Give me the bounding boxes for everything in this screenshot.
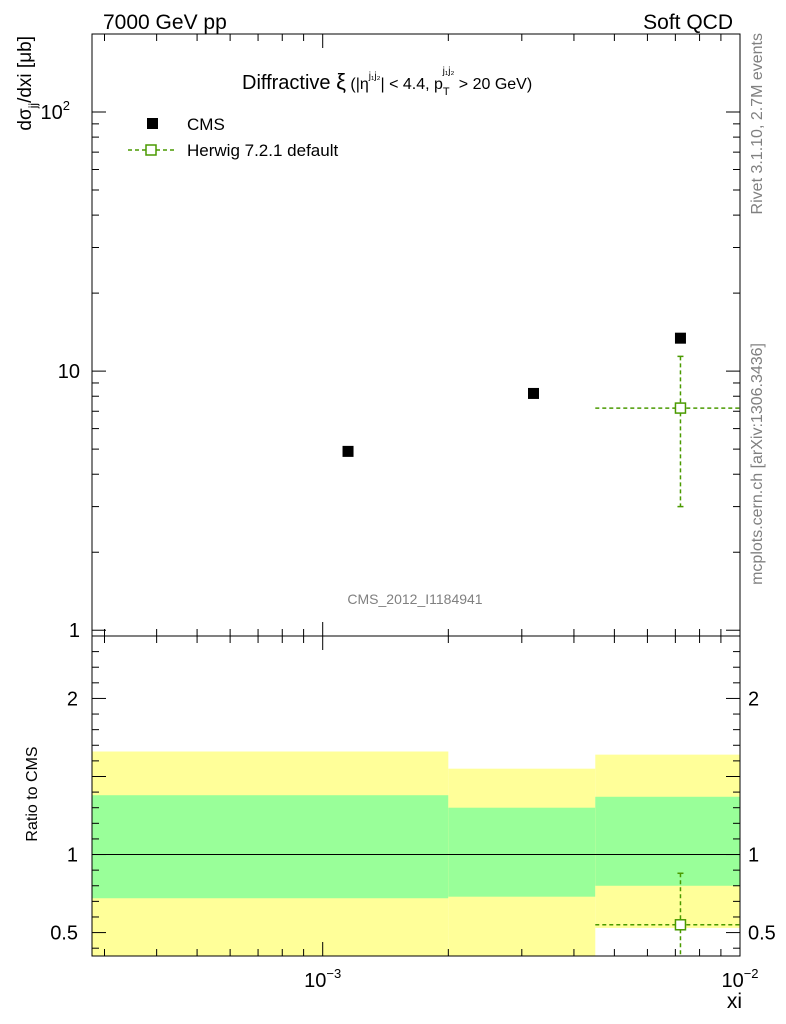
herwig-ratio-point [674, 919, 687, 931]
ratio-band-inner [448, 807, 596, 897]
rivet-version-label: Rivet 3.1.10, 2.7M events [749, 33, 766, 214]
ratio-band-inner [595, 796, 740, 886]
ratio-plot-frame [91, 635, 741, 957]
main-y-tick-label: 1 [69, 620, 80, 642]
ylabel-main: dσ [15, 108, 36, 131]
main-ticks: 1 10 102 [41, 33, 741, 642]
plot-title: Diffractive ξ (|ηj₁j₂| < 4.4, pTj₁j₂ > 2… [242, 66, 532, 98]
legend-herwig-label: Herwig 7.2.1 default [187, 141, 338, 160]
title-cut1: (|η [346, 76, 369, 93]
ratio-y-axis-label: Ratio to CMS [24, 746, 41, 841]
ratio-y-tick-label-right: 2 [748, 688, 759, 710]
ratio-y-tick-label: 2 [67, 688, 78, 710]
main-y-tick-label: 102 [41, 98, 70, 124]
ratio-y-tick-label: 1 [67, 845, 78, 867]
herwig-main-point [674, 402, 687, 414]
ratio-points [595, 872, 740, 956]
ylabel-rest: /dxi [μb] [15, 36, 36, 103]
title-main: Diffractive [242, 72, 336, 94]
title-cut3: > 20 GeV) [454, 76, 532, 93]
header-beam-label: 7000 GeV pp [103, 11, 227, 34]
header-process-label: Soft QCD [643, 11, 733, 34]
title-sup2: j₁j₂ [442, 66, 455, 77]
title-sup1: j₁j₂ [368, 71, 381, 82]
title-sub2: T [443, 86, 450, 98]
legend-cms-label: CMS [187, 115, 225, 134]
x-axis-label: xi [727, 990, 742, 1013]
ratio-bands [92, 751, 740, 956]
main-y-axis-label: dσjj/dxi [μb] [15, 36, 40, 131]
mcplots-label: mcplots.cern.ch [arXiv:1306.3436] [749, 343, 766, 585]
analysis-id: CMS_2012_I1184941 [347, 591, 482, 607]
ratio-panel: 10−3 10−2 0.5 0.5 1 1 2 2 Ratio to CMS xi [24, 635, 776, 1013]
cms-data-point [342, 445, 354, 457]
title-xi: ξ [336, 69, 346, 94]
main-y-tick-label: 10 [58, 361, 80, 383]
ratio-y-tick-label-right: 0.5 [748, 923, 776, 945]
x-tick-label: 10−2 [721, 966, 758, 992]
ratio-y-tick-label: 0.5 [50, 923, 78, 945]
legend: CMS Herwig 7.2.1 default [128, 115, 338, 160]
title-cut2: | < 4.4, p [381, 76, 444, 93]
ratio-ticks: 10−3 10−2 0.5 0.5 1 1 2 2 [50, 635, 776, 992]
ratio-y-tick-label-right: 1 [748, 845, 759, 867]
main-points [342, 332, 740, 508]
ratio-band-inner [92, 795, 449, 899]
ylabel-sub: jj [26, 103, 40, 109]
legend-cms-marker [147, 118, 158, 129]
cms-data-point [674, 332, 686, 344]
legend-herwig-marker [145, 144, 157, 156]
x-tick-label: 10−3 [304, 966, 341, 992]
cms-data-point [527, 387, 539, 399]
